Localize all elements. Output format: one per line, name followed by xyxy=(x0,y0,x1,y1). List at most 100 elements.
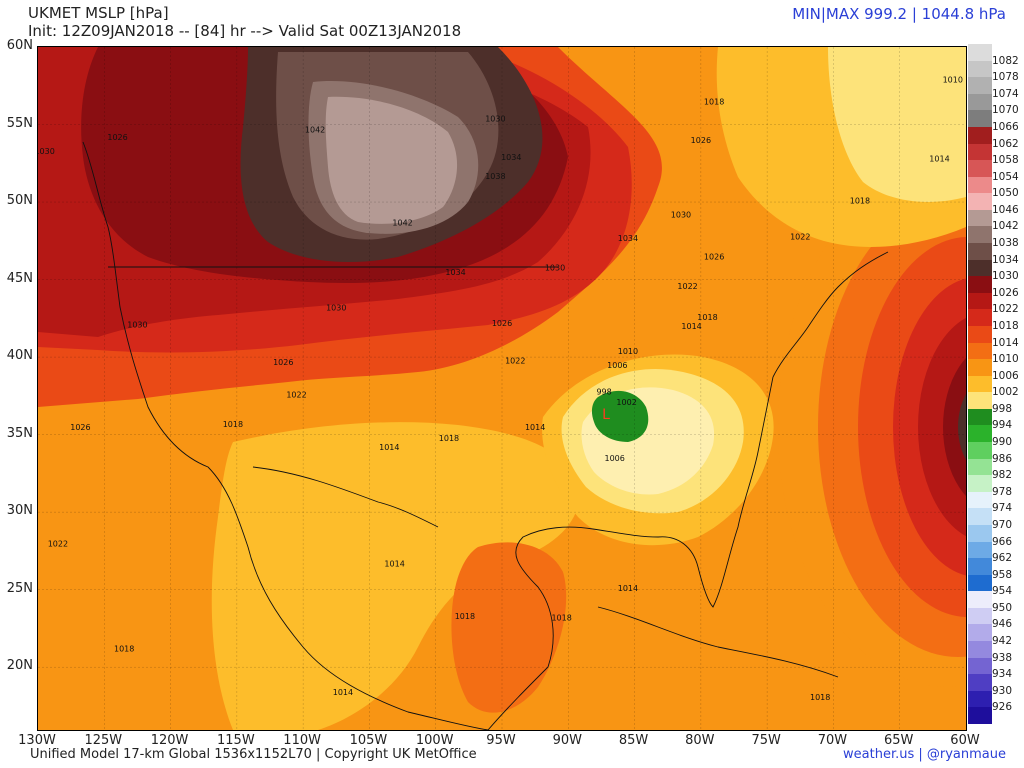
colorbar-swatch xyxy=(968,325,992,344)
longitude-label: 90W xyxy=(552,733,582,748)
colorbar-swatch xyxy=(968,93,992,111)
latitude-label: 35N xyxy=(6,425,33,441)
colorbar-swatch xyxy=(968,674,992,692)
colorbar-label: 990 xyxy=(992,436,1013,449)
contour-label: 998 xyxy=(596,387,611,396)
colorbar-label: 1050 xyxy=(992,187,1019,200)
colorbar-swatch xyxy=(968,375,992,393)
latitude-label: 45N xyxy=(6,270,33,286)
band-1014 xyxy=(211,422,580,730)
colorbar-swatch xyxy=(968,143,992,161)
contour-label: 1034 xyxy=(445,268,465,277)
colorbar-label: 930 xyxy=(992,684,1013,697)
contour-label: 1018 xyxy=(114,645,134,654)
colorbar-label: 1006 xyxy=(992,369,1019,382)
contour-label: 1022 xyxy=(790,232,810,241)
contour-label: 1022 xyxy=(48,539,68,548)
contour-label: 1030 xyxy=(545,263,565,272)
contour-label: 1030 xyxy=(127,321,147,330)
colorbar-swatch xyxy=(968,243,992,261)
longitude-label: 75W xyxy=(751,733,781,748)
colorbar-swatch xyxy=(968,475,992,493)
longitude-label: 80W xyxy=(685,733,715,748)
contour-label: 1018 xyxy=(439,434,459,443)
longitude-label: 120W xyxy=(150,733,189,748)
colorbar-swatch xyxy=(968,491,992,509)
colorbar-label: 970 xyxy=(992,518,1013,531)
colorbar-swatch xyxy=(968,60,992,78)
colorbar-swatch xyxy=(968,176,992,194)
colorbar-label: 1018 xyxy=(992,319,1019,332)
longitude-label: 95W xyxy=(486,733,516,748)
colorbar-swatch xyxy=(968,408,992,426)
colorbar-label: 1010 xyxy=(992,353,1019,366)
longitude-label: 130W xyxy=(18,733,56,748)
colorbar-label: 1014 xyxy=(992,336,1019,349)
colorbar-label: 994 xyxy=(992,419,1013,432)
colorbar-label: 962 xyxy=(992,552,1013,565)
contour-label: 1010 xyxy=(943,76,963,85)
colorbar-label: 1038 xyxy=(992,237,1019,250)
colorbar-label: 950 xyxy=(992,601,1013,614)
colorbar-swatch xyxy=(968,392,992,410)
colorbar-label: 982 xyxy=(992,469,1013,482)
colorbar-swatch xyxy=(968,707,992,725)
colorbar-swatch xyxy=(968,657,992,675)
colorbar-swatch xyxy=(968,690,992,708)
latitude-label: 50N xyxy=(6,193,33,209)
contour-label: 1026 xyxy=(691,136,711,145)
colorbar-label: 1066 xyxy=(992,120,1019,133)
colorbar-swatch xyxy=(968,359,992,377)
longitude-label: 110W xyxy=(283,733,321,748)
atlantic-coast xyxy=(772,251,889,378)
colorbar-swatch xyxy=(968,342,992,360)
colorbar-swatch xyxy=(968,458,992,476)
latitude-label: 30N xyxy=(6,503,33,519)
contour-label: 1018 xyxy=(455,612,475,621)
contour-label: 1026 xyxy=(70,423,90,432)
colorbar-label: 926 xyxy=(992,701,1013,714)
colorbar-swatch xyxy=(968,193,992,211)
atlantic-1042 xyxy=(958,394,966,460)
contour-label: 1014 xyxy=(525,423,545,432)
contour-label: 1030 xyxy=(326,304,346,313)
contour-label: 1018 xyxy=(850,197,870,206)
caribbean-islands xyxy=(597,606,839,678)
colorbar-swatch xyxy=(968,508,992,526)
contour-label: 1018 xyxy=(697,313,717,322)
pressure-map-canvas: L 10421042103810341034103410301030103010… xyxy=(38,47,966,730)
contour-label: 1018 xyxy=(551,614,571,623)
band-ne-1010 xyxy=(828,47,966,202)
colorbar-label: 1042 xyxy=(992,220,1019,233)
colorbar-swatch xyxy=(968,524,992,543)
contour-label: 1022 xyxy=(677,282,697,291)
contour-label: 1018 xyxy=(223,420,243,429)
longitude-label: 115W xyxy=(217,733,255,748)
colorbar-label: 1030 xyxy=(992,270,1019,283)
pressure-map: L 1042 1042 1038 1034 1034 1034 1030 1030 1030 10… xyxy=(37,46,967,731)
latitude-label: 60N xyxy=(6,38,33,53)
longitude-label: 100W xyxy=(415,733,454,748)
colorbar-swatch xyxy=(968,126,992,144)
longitude-label: 105W xyxy=(349,733,388,748)
colorbar-swatch xyxy=(968,641,992,659)
colorbar-swatch xyxy=(968,541,992,559)
latitude-label: 55N xyxy=(6,115,33,131)
contour-label: 1030 xyxy=(671,211,691,220)
longitude-label: 85W xyxy=(618,733,649,748)
contour-label: 1022 xyxy=(505,356,525,365)
colorbar-label: 978 xyxy=(992,485,1013,498)
colorbar-label: 938 xyxy=(992,651,1013,664)
us-mexico-border xyxy=(252,466,439,528)
colorbar-label: 1070 xyxy=(992,104,1019,117)
low-pressure-marker: L xyxy=(602,407,610,423)
colorbar-label: 998 xyxy=(992,402,1013,415)
gulf-coast xyxy=(487,376,774,730)
colorbar-swatch xyxy=(968,77,992,95)
colorbar-swatch xyxy=(968,209,992,227)
colorbar-label: 966 xyxy=(992,535,1013,548)
colorbar-label: 1082 xyxy=(992,54,1019,67)
colorbar-label: 1074 xyxy=(992,87,1019,100)
band-998 xyxy=(591,390,649,442)
contour-label: 1006 xyxy=(605,454,625,463)
